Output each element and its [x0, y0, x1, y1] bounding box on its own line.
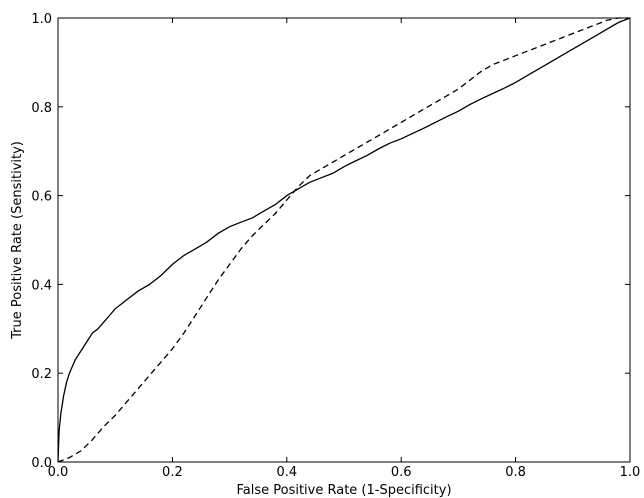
x-tick-label: 0.8 — [505, 465, 526, 480]
y-tick-label: 0.2 — [31, 367, 52, 382]
y-tick-label: 1.0 — [31, 12, 52, 27]
series-line-dashed — [57, 17, 630, 463]
x-tick-label: 1.0 — [620, 465, 641, 480]
y-tick-label: 0.4 — [31, 278, 52, 293]
x-tick-label: 0.0 — [48, 465, 69, 480]
y-tick-label: 0.0 — [31, 456, 52, 471]
x-axis-label: False Positive Rate (1-Specificity) — [236, 483, 451, 498]
series-layer — [57, 17, 631, 463]
y-axis-label: True Positive Rate (Sensitivity) — [10, 141, 25, 340]
ticks-layer: 0.0 0.2 0.4 0.6 0.8 1.0 0.0 0.2 0.4 0.6 0.8 1.0 — [31, 12, 640, 480]
series-line-solid — [57, 17, 631, 463]
y-tick-label: 0.6 — [31, 190, 52, 205]
plot-frame — [57, 17, 631, 463]
x-tick-label: 0.4 — [276, 465, 297, 480]
y-tick-label: 0.8 — [31, 101, 52, 116]
x-tick-label: 0.6 — [391, 465, 412, 480]
x-tick-label: 0.2 — [162, 465, 183, 480]
